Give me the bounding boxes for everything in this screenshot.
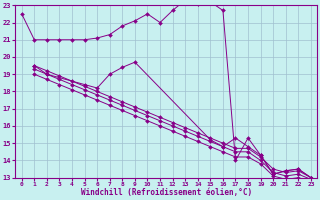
X-axis label: Windchill (Refroidissement éolien,°C): Windchill (Refroidissement éolien,°C) [81,188,252,197]
